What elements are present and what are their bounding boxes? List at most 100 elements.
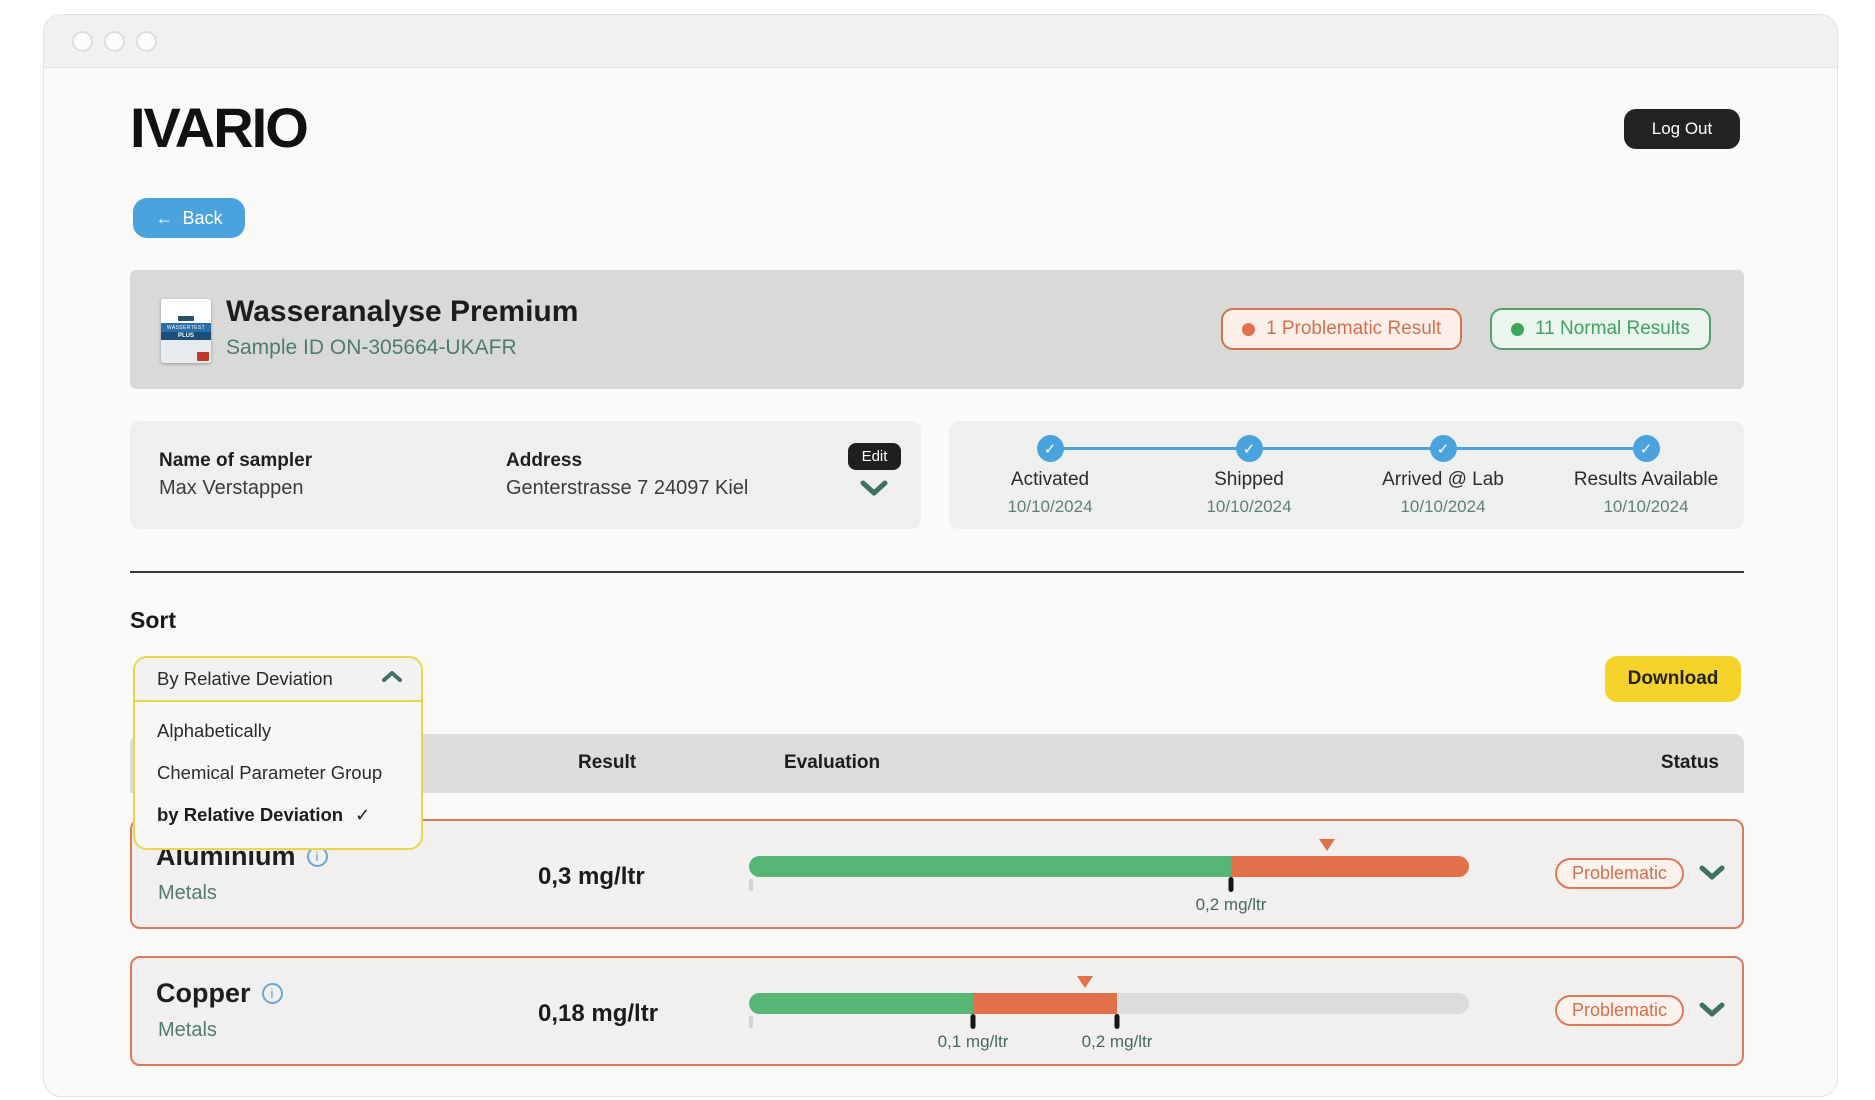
browser-window: IVARIO Log Out ← Back WASSERTEST PLUS Was…	[43, 14, 1838, 1097]
status-badge: Problematic	[1554, 995, 1684, 1026]
column-header-status: Status	[1660, 752, 1719, 773]
bar-start-notch	[749, 879, 753, 891]
sampler-info-panel: Name of sampler Max Verstappen Address G…	[130, 421, 921, 529]
limit-tick	[1228, 877, 1234, 892]
product-header-panel: WASSERTEST PLUS Wasseranalyse Premium Sa…	[130, 270, 1744, 389]
column-header-result: Result	[578, 752, 637, 773]
bar-segment-safe	[749, 856, 1231, 877]
column-header-evaluation: Evaluation	[784, 752, 881, 773]
product-title: Wasseranalyse Premium	[226, 295, 579, 328]
timeline-line	[1050, 447, 1646, 450]
check-icon: ✓	[1639, 440, 1653, 458]
product-box-body	[161, 340, 211, 363]
timeline-step-date: 10/10/2024	[1007, 497, 1093, 516]
bar-segment-rest	[1117, 993, 1469, 1014]
window-maximize-icon[interactable]	[136, 30, 157, 52]
sort-dropdown-trigger[interactable]: By Relative Deviation	[135, 658, 421, 702]
timeline-step: ✓ Shipped 10/10/2024	[1159, 421, 1339, 517]
window-close-icon[interactable]	[72, 30, 93, 52]
check-icon: ✓	[1043, 440, 1057, 458]
timeline-step-label: Shipped	[1214, 469, 1284, 490]
check-circle-icon: ✓	[1235, 435, 1263, 462]
limit-tick-label: 0,2 mg/ltr	[1081, 1032, 1153, 1051]
ivario-logo: IVARIO	[130, 96, 309, 159]
product-box-subtitle: PLUS	[161, 332, 211, 340]
window-minimize-icon[interactable]	[104, 30, 125, 52]
address-label: Address	[506, 450, 583, 471]
sort-option[interactable]: by Relative Deviation ✓	[135, 794, 421, 836]
check-circle-icon: ✓	[1429, 435, 1457, 462]
limit-tick	[970, 1014, 976, 1029]
address-value: Genterstrasse 7 24097 Kiel	[506, 477, 749, 499]
edit-button[interactable]: Edit	[848, 443, 901, 470]
window-titlebar	[44, 15, 1837, 68]
sort-option-label: Alphabetically	[157, 720, 272, 741]
sort-selected-value: By Relative Deviation	[157, 668, 333, 689]
timeline-step-date: 10/10/2024	[1400, 497, 1486, 516]
sort-option[interactable]: Alphabetically	[135, 710, 421, 752]
product-box-title: WASSERTEST	[161, 323, 211, 332]
status-badge: Problematic	[1554, 858, 1684, 889]
parameter-row[interactable]: Copper i Metals 0,18 mg/ltr 0,1 mg/ltr 0,…	[130, 956, 1744, 1066]
check-icon: ✓	[355, 804, 371, 825]
timeline-step-label: Activated	[1010, 469, 1090, 490]
normal-dot-icon	[1511, 322, 1524, 336]
problematic-count-badge: 1 Problematic Result	[1221, 308, 1463, 350]
bar-segment-exceed	[1231, 856, 1469, 877]
shipping-timeline-panel: ✓ Activated 10/10/2024 ✓ Shipped 10/10/2…	[949, 421, 1744, 529]
sampler-name-label: Name of sampler	[159, 450, 313, 471]
timeline-step: ✓ Activated 10/10/2024	[960, 421, 1140, 517]
problematic-count-label: 1 Problematic Result	[1266, 318, 1442, 339]
bar-segment-exceed	[973, 993, 1117, 1014]
parameter-group: Metals	[158, 882, 217, 904]
timeline-step: ✓ Results Available 10/10/2024	[1556, 421, 1736, 517]
limit-tick-label: 0,1 mg/ltr	[937, 1032, 1009, 1051]
parameter-group: Metals	[158, 1019, 217, 1041]
evaluation-bar-track	[749, 993, 1469, 1014]
evaluation-bar: 0,2 mg/ltr	[749, 839, 1469, 914]
check-icon: ✓	[1242, 440, 1256, 458]
expand-row-chevron-icon[interactable]	[1698, 864, 1726, 886]
section-divider	[130, 571, 1744, 573]
product-box-top	[161, 299, 211, 323]
sort-dropdown-menu: Alphabetically Chemical Parameter Group …	[135, 702, 421, 848]
bar-segment-safe	[749, 993, 973, 1014]
sort-option-label: Chemical Parameter Group	[157, 762, 383, 783]
result-value: 0,3 mg/ltr	[538, 863, 645, 890]
sort-option[interactable]: Chemical Parameter Group	[135, 752, 421, 794]
evaluation-bar-track	[749, 856, 1469, 877]
sample-id: Sample ID ON-305664-UKAFR	[226, 336, 517, 359]
result-value: 0,18 mg/ltr	[538, 1000, 659, 1027]
timeline-step: ✓ Arrived @ Lab 10/10/2024	[1353, 421, 1533, 517]
timeline-step-label: Arrived @ Lab	[1382, 469, 1504, 490]
product-image: WASSERTEST PLUS	[161, 299, 211, 363]
result-marker-icon	[1077, 976, 1093, 988]
check-circle-icon: ✓	[1036, 435, 1064, 462]
timeline-step-date: 10/10/2024	[1206, 497, 1292, 516]
timeline-step-label: Results Available	[1573, 469, 1719, 490]
bar-start-notch	[749, 1016, 753, 1028]
sort-option-label: by Relative Deviation	[157, 804, 344, 825]
back-label: Back	[182, 207, 223, 228]
logout-button[interactable]: Log Out	[1624, 109, 1740, 149]
sort-dropdown: By Relative Deviation Alphabetically Che…	[133, 656, 423, 850]
normal-count-label: 11 Normal Results	[1535, 318, 1690, 339]
product-box-logo	[178, 316, 194, 321]
problematic-dot-icon	[1242, 322, 1255, 336]
timeline-step-date: 10/10/2024	[1603, 497, 1689, 516]
parameter-name: Copper	[156, 978, 251, 1008]
expand-panel-chevron-icon[interactable]	[859, 479, 889, 502]
check-icon: ✓	[1436, 440, 1450, 458]
info-icon[interactable]: i	[261, 983, 283, 1004]
back-button[interactable]: ← Back	[133, 198, 245, 238]
normal-count-badge: 11 Normal Results	[1490, 308, 1711, 350]
evaluation-bar: 0,1 mg/ltr 0,2 mg/ltr	[749, 976, 1469, 1051]
sampler-name-value: Max Verstappen	[159, 477, 304, 499]
download-button[interactable]: Download	[1605, 656, 1741, 702]
sort-heading: Sort	[130, 607, 176, 633]
limit-tick	[1114, 1014, 1120, 1029]
back-arrow-icon: ←	[155, 207, 174, 228]
result-marker-icon	[1319, 839, 1335, 851]
product-box-chip	[197, 352, 209, 361]
expand-row-chevron-icon[interactable]	[1698, 1001, 1726, 1023]
